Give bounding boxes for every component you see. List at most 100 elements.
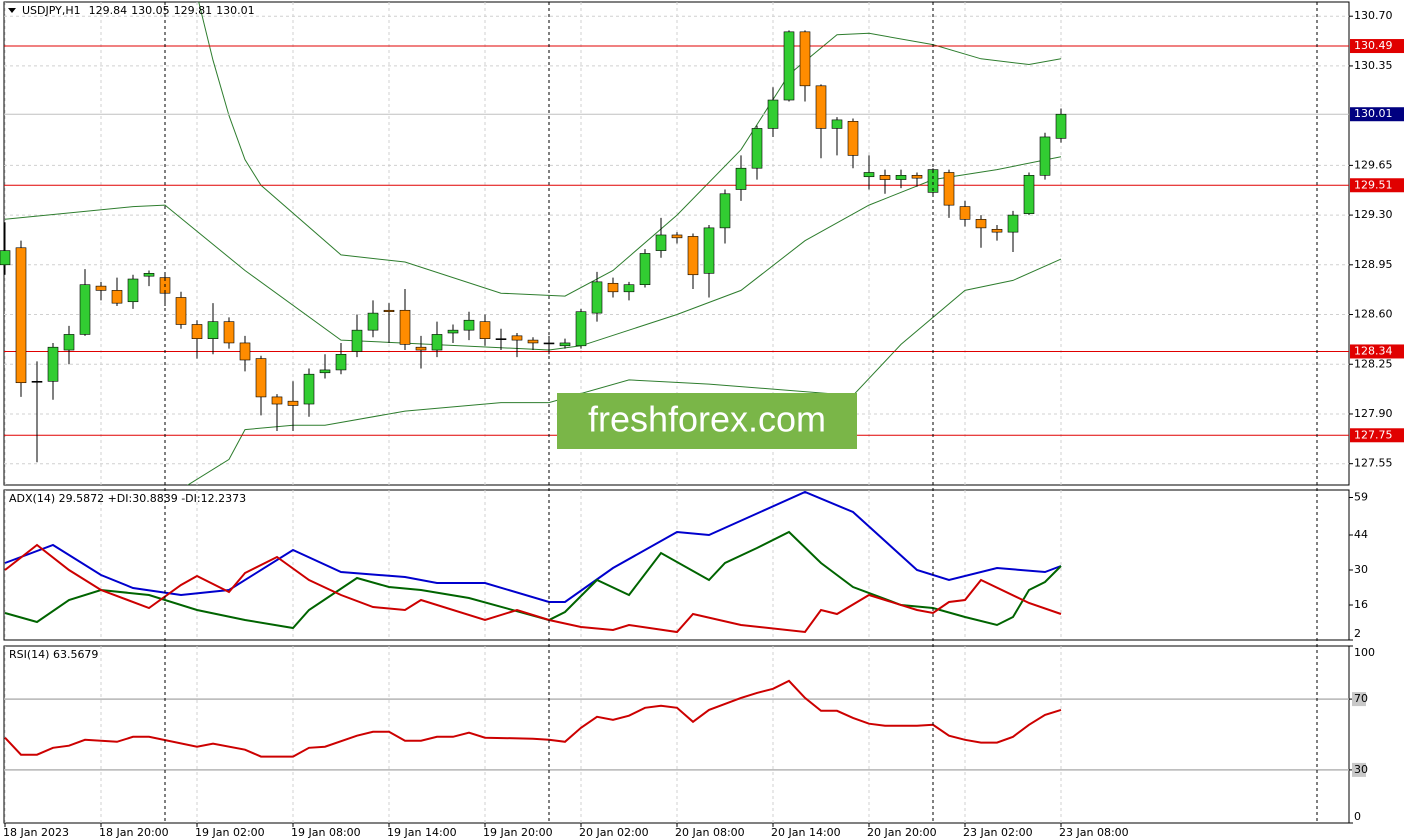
candle-body [559,342,571,347]
candle-body [287,400,299,406]
candle-body [15,247,27,384]
candle-body [735,167,747,190]
candle-body [863,172,875,178]
candle-body [687,236,699,276]
candle-body [703,227,715,274]
y-tick-label: 30 [1354,563,1368,576]
candle-body [591,281,603,314]
candle-body [175,297,187,325]
candle-body [607,282,619,293]
candle-body [271,396,283,405]
y-tick-label: 127.90 [1354,407,1393,420]
candle-body [239,342,251,361]
candle-body [335,354,347,371]
y-tick-label: 100 [1354,646,1375,659]
price-label: 130.01 [1354,107,1393,120]
level-label: 128.34 [1354,344,1393,357]
x-tick-label: 23 Jan 02:00 [963,826,1033,839]
y-tick-label-bg [1352,692,1366,707]
panel-title: RSI(14) 63.5679 [9,648,98,661]
candle-body [111,290,123,304]
y-tick-label: 59 [1354,491,1368,504]
candle-body [79,284,91,335]
panel-frame [3,645,1350,824]
candle-body [463,319,475,331]
candle-body [943,172,955,206]
candle-body [0,250,11,266]
candle-body [783,31,795,101]
candle-body [431,334,443,351]
watermark: freshforex.com [588,399,826,440]
x-tick-label: 18 Jan 20:00 [99,826,169,839]
y-tick-label: 127.55 [1354,457,1393,470]
candle-body [1039,136,1051,176]
series-line [4,679,1062,758]
x-tick-label: 20 Jan 08:00 [675,826,745,839]
candle-body [255,358,267,398]
x-tick-label: 20 Jan 20:00 [867,826,937,839]
candle-body [95,285,107,291]
y-tick-label: 44 [1354,528,1368,541]
level-label-bg [1350,344,1404,359]
x-tick-label: 18 Jan 2023 [3,826,69,839]
series-line [4,530,1062,630]
candle-body [911,175,923,179]
level-label-bg [1350,428,1404,443]
candle-body [799,31,811,87]
header-arrow [8,8,16,13]
x-tick-label: 23 Jan 08:00 [1059,826,1129,839]
candle-body [575,311,587,347]
y-tick-label: 130.70 [1354,9,1393,22]
candle-body [447,329,459,334]
candle-body [831,119,843,129]
level-label-bg [1350,178,1404,193]
level-label: 130.49 [1354,39,1393,52]
level-label-bg [1350,39,1404,54]
candle-body [639,253,651,285]
candle-body [751,128,763,169]
candle-body [191,324,203,339]
candle-body [767,99,779,129]
candle-body [1023,175,1035,214]
level-label: 127.75 [1354,428,1393,441]
candle-body [31,380,43,383]
y-tick-label-bg [1352,762,1366,777]
y-tick-label: 130.35 [1354,59,1393,72]
y-tick-label: 70 [1354,692,1368,705]
candle-body [847,121,859,156]
symbol: USDJPY,H1 [22,4,81,17]
header-value: 129.81 [174,4,213,17]
candle-body [879,175,891,180]
candle-body [143,273,155,277]
candle-body [927,169,939,193]
level-label: 129.51 [1354,178,1393,191]
y-tick-label: 129.30 [1354,208,1393,221]
x-tick-label: 19 Jan 02:00 [195,826,265,839]
candle-body [1007,214,1019,233]
candle-body [207,321,219,339]
header-value: 130.05 [131,4,170,17]
y-tick-label: 30 [1354,763,1368,776]
candle-body [959,206,971,220]
y-tick-label: 128.60 [1354,308,1393,321]
candle-body [495,338,507,340]
candle-body [63,334,75,351]
candle-body [623,284,635,293]
candle-body [319,369,331,374]
candle-body [479,321,491,339]
y-tick-label: 16 [1354,598,1368,611]
candle-body [815,85,827,129]
x-tick-label: 20 Jan 14:00 [771,826,841,839]
price-label-bg [1350,107,1404,122]
y-tick-label: 2 [1354,627,1361,640]
y-tick-label: 129.65 [1354,158,1393,171]
candle-body [991,228,1003,233]
y-tick-label: 128.95 [1354,258,1393,271]
watermark-bg [557,393,857,449]
candle-body [223,321,235,344]
series-line [186,258,1062,485]
candle-body [975,219,987,229]
candle-body [543,342,555,345]
